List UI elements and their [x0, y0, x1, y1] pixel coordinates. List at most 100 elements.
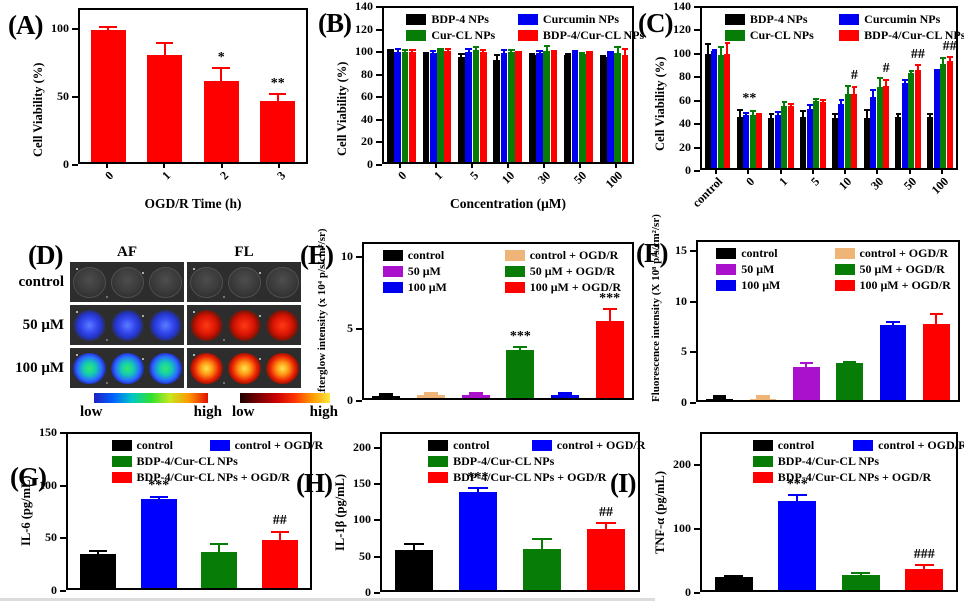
panel-a-tag: (A): [8, 10, 43, 40]
bar: [564, 55, 572, 162]
legend-swatch: [517, 13, 538, 25]
plot-area: *** *** control control + OGD/R 50 μM 50 μM +…: [362, 242, 634, 400]
significance-annotation: ##: [942, 38, 957, 54]
y-tick-mark: [694, 592, 700, 594]
x-tick-label: 0: [395, 168, 410, 183]
legend-item: BDP-4/Cur-CL NPs + OGD/R: [111, 471, 290, 483]
y-tick-label: 120: [673, 22, 691, 37]
y-tick-mark: [376, 28, 382, 31]
legend-label: BDP-4/Cur-CL NPs: [136, 454, 238, 468]
bar: [493, 59, 501, 162]
y-tick-label: 200: [673, 457, 691, 471]
colorbar-afterglow: low high: [80, 393, 222, 421]
panel-e-tag: (E): [300, 240, 334, 270]
x-tick-mark: [747, 170, 750, 174]
bar: [819, 101, 826, 168]
page-bottom-divider: [0, 598, 655, 601]
bar: [387, 50, 394, 162]
chart-legend: control control + OGD/R BDP-4/Cur-CL NPs BD…: [111, 437, 323, 485]
error-bar: [465, 47, 472, 57]
legend-label: Curcumin NPs: [864, 12, 941, 26]
y-tick-label: 10: [341, 249, 353, 264]
legend-label: BDP-4/Cur-CL NPs: [864, 28, 964, 42]
significance-annotation: #: [850, 68, 858, 84]
bar: [914, 69, 921, 168]
bar: [401, 51, 409, 162]
panel-h-chart: IL-1β (pg/mL) 0 50 100 150 200 *** ## control con…: [332, 432, 645, 598]
well: [148, 309, 182, 341]
error-bar: [743, 112, 750, 119]
y-tick-mark: [374, 592, 380, 594]
legend-swatch: [834, 263, 855, 275]
well: [189, 309, 223, 341]
error-bar: [422, 51, 430, 57]
y-tick-mark: [60, 590, 66, 592]
y-tick-label: 140: [355, 0, 373, 13]
bar: [408, 51, 416, 162]
x-tick-mark: [908, 170, 911, 174]
legend-label: 50 μM + OGD/R: [529, 264, 615, 278]
panel-f-tag: (F): [636, 238, 669, 268]
legend-item: BDP-4/Cur-CL NPs: [517, 29, 644, 41]
legend-label: control + OGD/R: [859, 246, 949, 260]
legend-swatch: [752, 471, 773, 483]
panel-d-row-label-50um: 50 μM: [22, 317, 64, 333]
error-bar: [586, 50, 593, 56]
x-tick-mark: [435, 163, 437, 168]
panel-e-chart: Afterglow intensity (x 10⁴ p/s/cm²/sr) 0 5…: [314, 228, 634, 406]
well: [148, 266, 182, 298]
x-tick-mark: [844, 170, 847, 174]
y-tick-label: 120: [355, 21, 373, 36]
x-tick-label: 1: [431, 168, 446, 183]
panel-b-tag: (B): [318, 8, 352, 38]
chart-legend: control control + OGD/R 50 μM 50 μM + OGD/R…: [716, 245, 953, 293]
bar: [508, 51, 515, 162]
legend-item: BDP-4 NPs: [724, 13, 839, 25]
bar: [813, 100, 820, 168]
bar: [551, 395, 579, 398]
bar: [543, 50, 551, 162]
error-bar: [155, 41, 174, 69]
bar: [876, 86, 883, 168]
x-tick-mark: [579, 163, 581, 168]
bar: [756, 115, 763, 168]
x-tick-label: 10: [498, 168, 518, 187]
bar: [260, 101, 296, 162]
x-tick-label: 0: [101, 168, 116, 183]
bar: [895, 116, 902, 168]
error-bar: [842, 361, 857, 366]
legend-swatch: [517, 29, 538, 41]
legend-label: control: [407, 248, 445, 262]
y-tick-mark: [690, 250, 696, 253]
legend-swatch: [752, 439, 773, 451]
y-tick-label: 150: [353, 475, 371, 490]
error-bar: [870, 89, 877, 106]
bar: [536, 53, 543, 162]
error-bar: [749, 109, 756, 122]
well-image-af-50um: [70, 305, 184, 345]
y-tick-label: 0: [367, 156, 373, 171]
x-tick-mark: [876, 170, 879, 174]
x-tick-mark: [163, 163, 166, 168]
y-axis: 0 100 200: [670, 432, 700, 598]
significance-annotation: **: [742, 91, 757, 107]
y-tick-label: 5: [347, 321, 353, 336]
x-tick-mark: [715, 170, 718, 174]
legend-swatch: [382, 281, 403, 293]
legend-item: 50 μM: [716, 263, 834, 275]
error-bar: [614, 46, 621, 60]
error-bar: [602, 308, 617, 334]
error-bar: [876, 76, 883, 98]
y-tick-mark: [690, 300, 696, 303]
bar: [417, 395, 445, 398]
y-tick-label: 10: [675, 293, 687, 308]
well-image-af-100um: [70, 348, 184, 388]
well: [227, 309, 261, 341]
error-bar: [564, 53, 571, 58]
legend-item: control: [716, 247, 834, 259]
bar: [922, 323, 950, 400]
bar: [933, 70, 940, 168]
y-tick-mark: [60, 537, 66, 540]
panel-b-chart: Cell Viability (%) 0 20 40 60 80 100 120 140 BDP-…: [334, 0, 644, 212]
